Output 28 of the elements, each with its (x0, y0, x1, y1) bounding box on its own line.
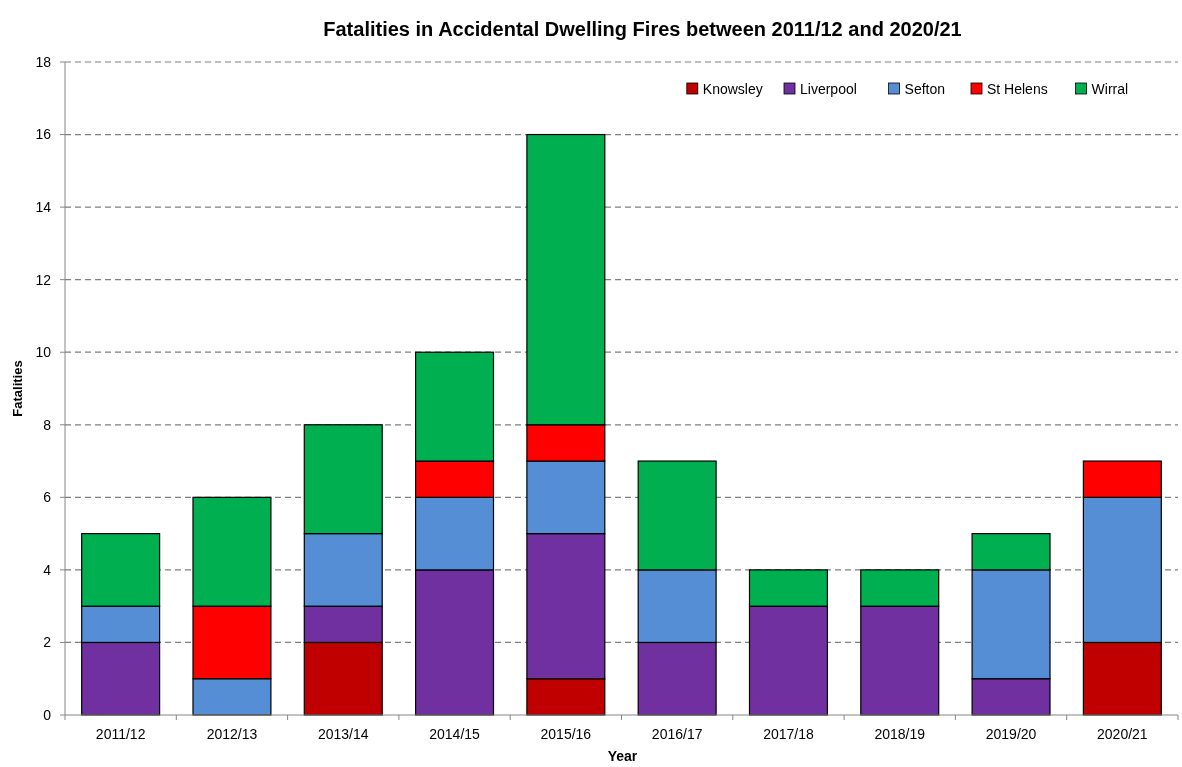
x-tick-label: 2017/18 (763, 726, 814, 742)
x-tick-label: 2019/20 (985, 726, 1037, 742)
x-tick-label: 2011/12 (95, 726, 146, 742)
y-tick-label: 2 (43, 634, 52, 651)
x-tick-label: 2020/21 (1097, 726, 1148, 742)
x-tick-label: 2015/16 (540, 726, 592, 742)
legend-label: St Helens (987, 80, 1048, 97)
legend-label: Sefton (904, 80, 946, 97)
y-tick-label: 4 (43, 561, 52, 578)
legend-label: Liverpool (800, 80, 857, 97)
y-tick-label: 6 (43, 489, 52, 506)
x-tick-label: 2014/15 (429, 726, 481, 742)
x-tick-label: 2018/19 (874, 726, 926, 742)
x-axis-title: Year (607, 748, 638, 764)
y-tick-label: 8 (43, 416, 52, 433)
legend-label: Knowsley (702, 80, 763, 97)
chart-title: Fatalities in Accidental Dwelling Fires between 2011/12 and 2020/21 (323, 18, 962, 40)
legend-label: Wirral (1091, 80, 1129, 97)
y-tick-label: 16 (35, 126, 52, 143)
x-tick-label: 2013/14 (317, 726, 369, 742)
y-axis-title: Fatalities (10, 360, 25, 417)
x-tick-label: 2016/17 (651, 726, 703, 742)
y-tick-label: 10 (35, 344, 52, 361)
x-tick-label: 2012/13 (206, 726, 258, 742)
y-tick-label: 14 (35, 199, 52, 216)
y-tick-label: 18 (35, 53, 52, 70)
y-tick-label: 0 (43, 706, 52, 723)
y-tick-label: 12 (35, 271, 52, 288)
